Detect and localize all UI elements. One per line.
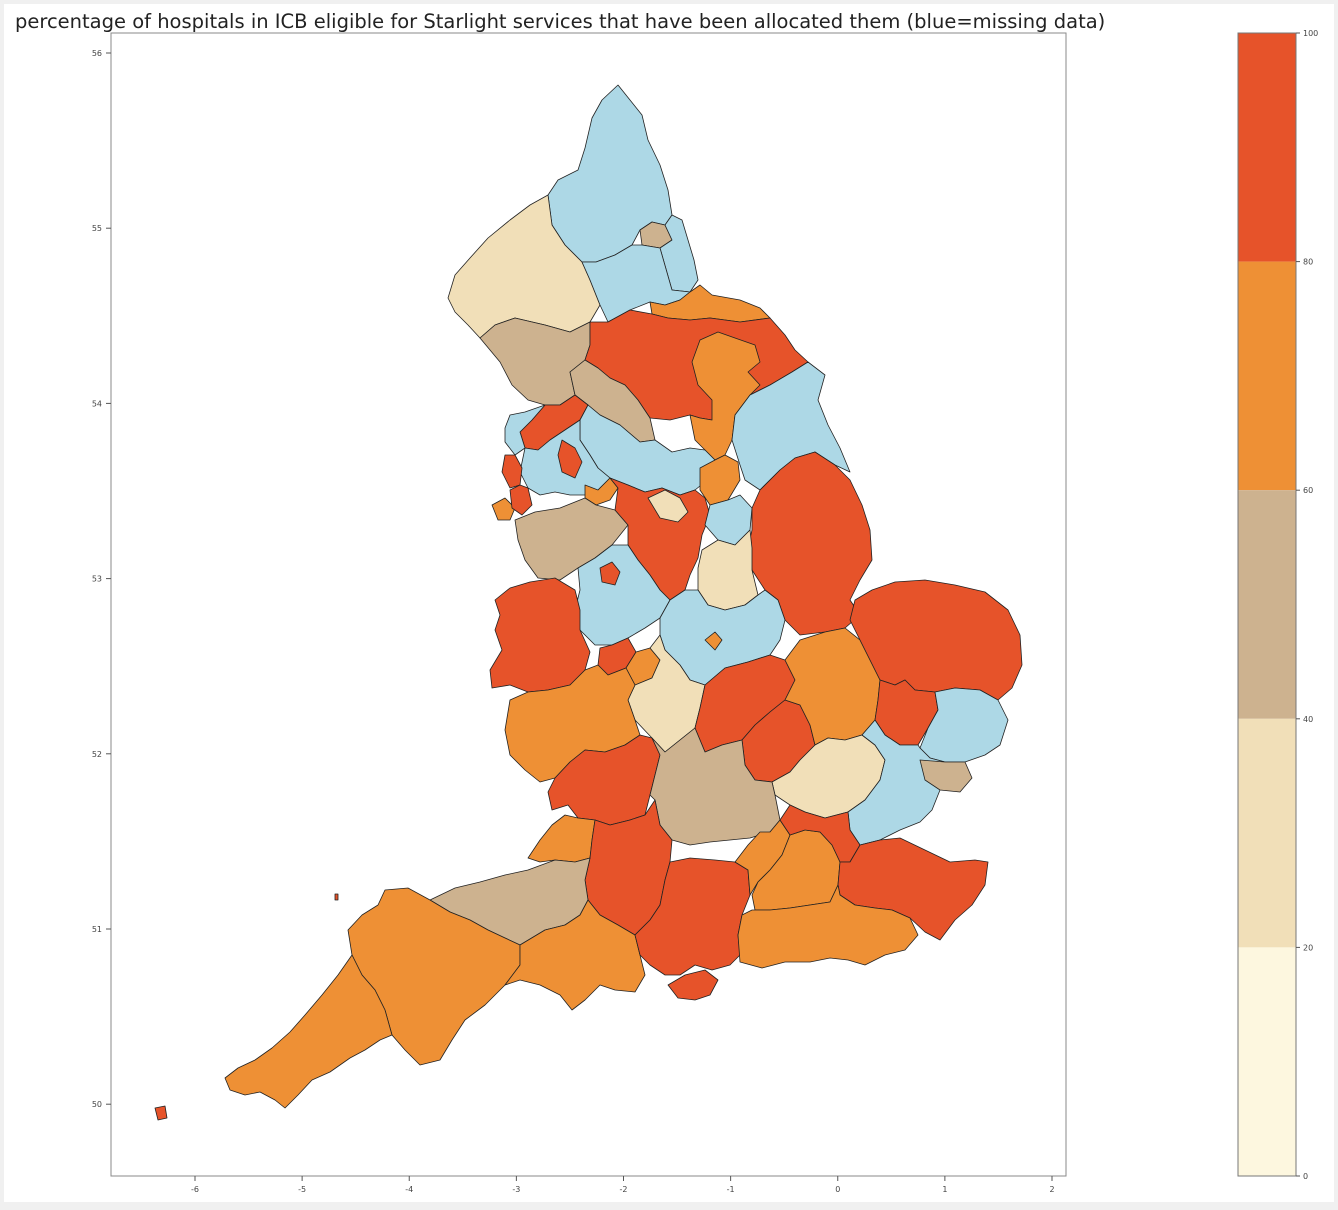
map-y-axis: 56 55 54 53 52 51 50 — [92, 49, 111, 1109]
figure-canvas: -6 -5 -4 -3 -2 -1 0 1 2 56 55 54 53 52 51 50 100 80 60 40… — [92, 29, 1318, 1194]
icb-region-barnsley — [647, 489, 689, 523]
icb-region-stoke — [599, 561, 621, 586]
x-tick-label: -1 — [727, 1185, 735, 1194]
y-tick-label: 50 — [92, 1100, 102, 1109]
x-tick-label: -4 — [405, 1185, 413, 1194]
y-tick-label: 55 — [92, 224, 102, 233]
y-tick-label: 52 — [92, 750, 102, 759]
colorbar-tick-label: 20 — [1303, 943, 1313, 952]
icb-region-north-lincolnshire — [699, 454, 741, 506]
icb-region-shropshire — [489, 577, 591, 693]
y-tick-label: 53 — [92, 575, 102, 584]
colorbar-segment — [1238, 947, 1296, 1176]
colorbar-segment — [1238, 261, 1296, 491]
x-tick-label: 2 — [1049, 1185, 1054, 1194]
icb-region-isle-of-wight — [667, 969, 719, 1001]
figure: percentage of hospitals in ICB eligible … — [4, 4, 1334, 1202]
colorbar-tick-label: 40 — [1303, 715, 1313, 724]
icb-region-north-east-essex — [919, 759, 973, 793]
icb-region-dorset — [504, 899, 646, 1011]
x-tick-label: 1 — [942, 1185, 947, 1194]
colorbar-frame — [1237, 32, 1297, 1177]
england-icb-regions — [154, 84, 1023, 1121]
icb-region-essex — [847, 719, 946, 846]
colorbar-tick-label: 0 — [1303, 1172, 1308, 1181]
colorbar-tick-label: 100 — [1303, 29, 1318, 38]
icb-region-leicester-city — [704, 631, 723, 651]
icb-region-bury — [557, 439, 583, 479]
x-tick-label: -6 — [191, 1185, 199, 1194]
x-tick-label: -5 — [298, 1185, 306, 1194]
y-tick-label: 51 — [92, 925, 102, 934]
map-x-axis: -6 -5 -4 -3 -2 -1 0 1 2 — [191, 1176, 1055, 1194]
icb-region-liverpool — [509, 484, 533, 516]
icb-region-scilly — [154, 1105, 168, 1121]
icb-region-wirral — [491, 497, 516, 521]
icb-region-north-tyne-coast — [659, 214, 699, 293]
icb-region-east-lancashire — [504, 404, 546, 456]
icb-region-cornwall — [224, 954, 393, 1109]
icb-region-sussex — [737, 884, 919, 969]
colorbar-segment — [1238, 33, 1296, 262]
x-tick-label: -3 — [512, 1185, 520, 1194]
y-tick-label: 54 — [92, 399, 102, 408]
icb-region-east-suffolk — [919, 687, 1009, 763]
x-tick-label: 0 — [835, 1185, 840, 1194]
colorbar: 100 80 60 40 20 0 — [1237, 29, 1318, 1181]
colorbar-segment — [1238, 718, 1296, 948]
colorbar-tick-label: 60 — [1303, 486, 1313, 495]
colorbar-segment — [1238, 490, 1296, 719]
icb-region-lundy — [334, 893, 339, 901]
y-tick-label: 56 — [92, 49, 102, 58]
x-tick-label: -2 — [620, 1185, 628, 1194]
chart-title: percentage of hospitals in ICB eligible … — [15, 10, 1106, 33]
colorbar-tick-label: 80 — [1303, 258, 1313, 267]
